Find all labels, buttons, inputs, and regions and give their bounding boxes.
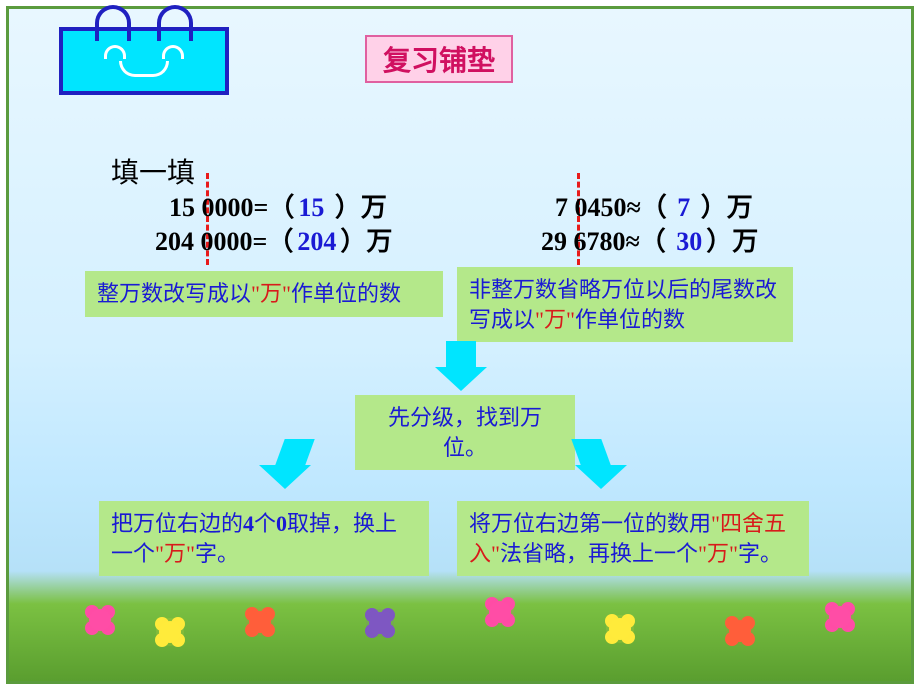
eq1-right: ）万 — [328, 193, 387, 222]
box-2: 非整万数省略万位以后的尾数改写成以"万"作单位的数 — [457, 267, 793, 342]
fill-label: 填一填 — [111, 151, 195, 191]
flower-row — [9, 581, 911, 661]
arrow-2r-head — [575, 465, 627, 489]
eq4: 29 6780≈（ 30）万 — [541, 221, 758, 258]
eq3-left: 7 0450≈（ — [555, 193, 673, 222]
eye-left — [104, 45, 126, 59]
b4-end: 字。 — [195, 541, 239, 566]
ear-right — [157, 5, 193, 41]
flower — [489, 601, 511, 623]
arrow-2l-body — [275, 439, 314, 465]
b2-post: 作单位的数 — [575, 307, 685, 332]
arrow-2r-body — [571, 439, 610, 465]
b4-pre: 把万位右边的 — [111, 511, 243, 536]
eye-right — [162, 45, 184, 59]
arrow-2l-head — [259, 465, 311, 489]
box-1: 整万数改写成以"万"作单位的数 — [85, 271, 443, 317]
flower — [89, 609, 111, 631]
arrow-1-head — [435, 367, 487, 391]
b5-r2: "万" — [698, 541, 738, 566]
b2-red: "万" — [535, 307, 575, 332]
flower — [249, 611, 271, 633]
box-4: 把万位右边的4个0取掉，换上一个"万"字。 — [99, 501, 429, 576]
flower — [609, 618, 631, 640]
b1-pre: 整万数改写成以 — [97, 281, 251, 306]
eq2-right: ）万 — [340, 227, 392, 256]
b4-m1: 4 — [243, 511, 254, 536]
ear-left — [95, 5, 131, 41]
b4-red: "万" — [155, 541, 195, 566]
flower — [829, 606, 851, 628]
b5-mid: 法省略，再换上一个 — [500, 541, 698, 566]
b5-pre: 将万位右边第一位的数用 — [469, 511, 711, 536]
eq2-ans: 204 — [293, 227, 340, 256]
b1-red: "万" — [251, 281, 291, 306]
flower — [159, 621, 181, 643]
flower — [729, 620, 751, 642]
smile-face — [84, 39, 204, 83]
b1-post: 作单位的数 — [291, 281, 401, 306]
eq3: 7 0450≈（ 7 ）万 — [555, 187, 753, 224]
eq1-left: 15 0000=（ — [169, 193, 294, 222]
smile-mouth — [119, 61, 169, 77]
flower — [369, 612, 391, 634]
eq3-ans: 7 — [673, 193, 694, 222]
eq4-ans: 30 — [672, 227, 706, 256]
eq1-ans: 15 — [294, 193, 328, 222]
slide-frame: 复习铺垫 填一填 15 0000=（15 ）万 204 0000=（204）万 … — [6, 6, 914, 684]
eq2: 204 0000=（204）万 — [155, 221, 392, 258]
b4-m3: 0 — [276, 511, 287, 536]
eq4-right: ）万 — [706, 227, 758, 256]
eq2-left: 204 0000=（ — [155, 227, 293, 256]
smile-badge — [59, 27, 229, 95]
arrow-1-body — [446, 341, 476, 367]
eq4-left: 29 6780≈（ — [541, 227, 672, 256]
b4-m2: 个 — [254, 511, 276, 536]
eq1: 15 0000=（15 ）万 — [169, 187, 387, 224]
title-box: 复习铺垫 — [365, 35, 513, 83]
eq3-right: ）万 — [694, 193, 753, 222]
b5-end: 字。 — [738, 541, 782, 566]
box-5: 将万位右边第一位的数用"四舍五入"法省略，再换上一个"万"字。 — [457, 501, 809, 576]
box-3: 先分级，找到万位。 — [355, 395, 575, 470]
